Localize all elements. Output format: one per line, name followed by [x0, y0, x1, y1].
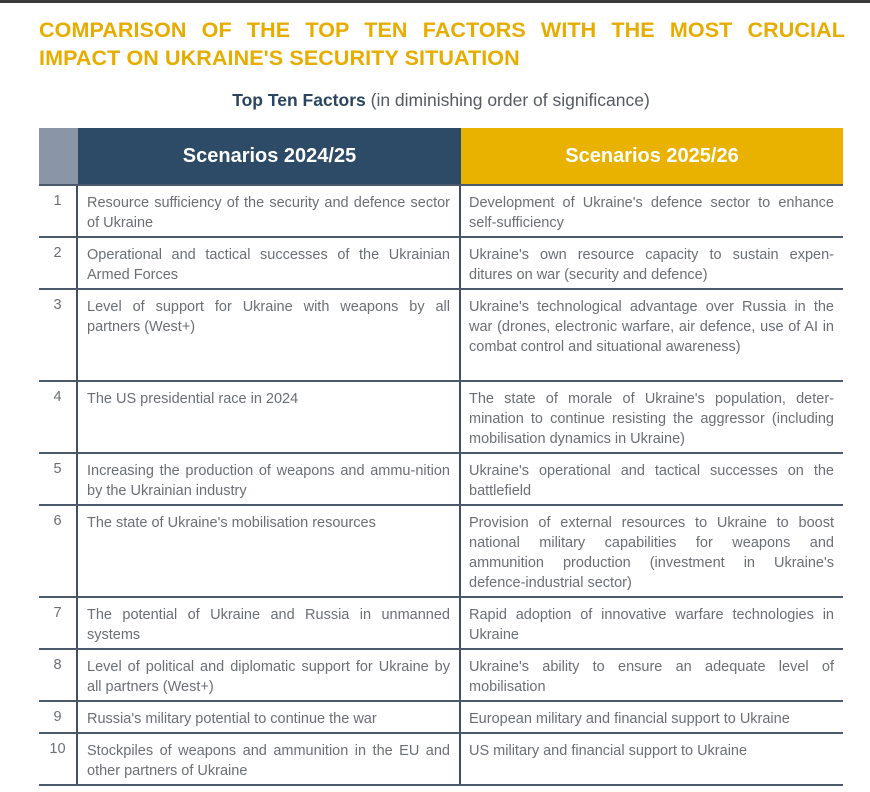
table-body: 1 Resource sufficiency of the security an…	[39, 186, 843, 786]
factors-table: Scenarios 2024/25 Scenarios 2025/26 1 Res…	[39, 128, 843, 786]
header-scenarios-2025-26: Scenarios 2025/26	[461, 128, 843, 184]
top-border	[0, 0, 870, 3]
table-row: 2 Operational and tactical successes of t…	[39, 238, 843, 290]
table-row: 5 Increasing the production of weapons an…	[39, 454, 843, 506]
factor-2024-25: Russia's military potential to continue …	[78, 702, 461, 732]
table-row: 9 Russia's military potential to continue…	[39, 702, 843, 734]
factor-2025-26: Ukraine's technological advantage over R…	[469, 299, 834, 355]
row-number: 1	[39, 186, 78, 236]
factor-2025-26: US military and financial support to Ukr…	[469, 743, 748, 759]
factor-2024-25: The state of Ukraine's mobilisation reso…	[78, 506, 461, 596]
row-number: 2	[39, 238, 78, 288]
caption-bold: Top Ten Factors	[232, 90, 366, 110]
row-number: 6	[39, 506, 78, 596]
row-number: 9	[39, 702, 78, 732]
factor-2024-25: Operational and tactical successes of th…	[78, 238, 461, 288]
factor-2025-26: Ukraine's operational and tactical succe…	[469, 463, 834, 499]
row-number: 10	[39, 734, 78, 784]
row-number: 3	[39, 290, 78, 380]
caption-normal: (in diminishing order of significance)	[365, 90, 650, 110]
table-caption: Top Ten Factors (in diminishing order of…	[0, 90, 870, 111]
table-row: 4 The US presidential race in 2024 The sta…	[39, 382, 843, 454]
row-number: 8	[39, 650, 78, 700]
factor-2024-25: Increasing the production of weapons and…	[78, 454, 461, 504]
factor-2025-26: Provision of external resources to Ukrai…	[469, 515, 834, 591]
header-scenarios-2024-25: Scenarios 2024/25	[78, 128, 461, 184]
table-row: 6 The state of Ukraine's mobilisation res…	[39, 506, 843, 598]
row-number: 7	[39, 598, 78, 648]
row-number: 5	[39, 454, 78, 504]
row-number: 4	[39, 382, 78, 452]
header-number-cell	[39, 128, 78, 184]
factor-2024-25: Level of support for Ukraine with weapon…	[78, 290, 461, 380]
table-row: 8 Level of political and diplomatic suppo…	[39, 650, 843, 702]
factor-2025-26: European military and financial support …	[469, 711, 790, 727]
factor-2024-25: The US presidential race in 2024	[78, 382, 461, 452]
factor-2024-25: Stockpiles of weapons and ammunition in …	[78, 734, 461, 784]
factor-2025-26: Development of Ukraine's defence sector …	[469, 195, 834, 231]
factor-2025-26: Rapid adoption of innovative warfare tec…	[469, 607, 834, 643]
factor-2025-26: Ukraine's ability to ensure an adequate …	[469, 659, 834, 695]
factor-2024-25: Resource sufficiency of the security and…	[78, 186, 461, 236]
page-title: COMPARISON OF THE TOP TEN FACTORS WITH T…	[39, 18, 845, 70]
factor-2025-26: Ukraine's own resource capacity to susta…	[469, 247, 834, 283]
factor-2025-26: The state of morale of Ukraine's populat…	[469, 391, 834, 447]
table-row: 3 Level of support for Ukraine with weapo…	[39, 290, 843, 382]
table-row: 10 Stockpiles of weapons and ammunition i…	[39, 734, 843, 786]
table-header: Scenarios 2024/25 Scenarios 2025/26	[39, 128, 843, 186]
table-row: 7 The potential of Ukraine and Russia in …	[39, 598, 843, 650]
factor-2024-25: The potential of Ukraine and Russia in u…	[78, 598, 461, 648]
factor-2024-25: Level of political and diplomatic suppor…	[78, 650, 461, 700]
table-row: 1 Resource sufficiency of the security an…	[39, 186, 843, 238]
